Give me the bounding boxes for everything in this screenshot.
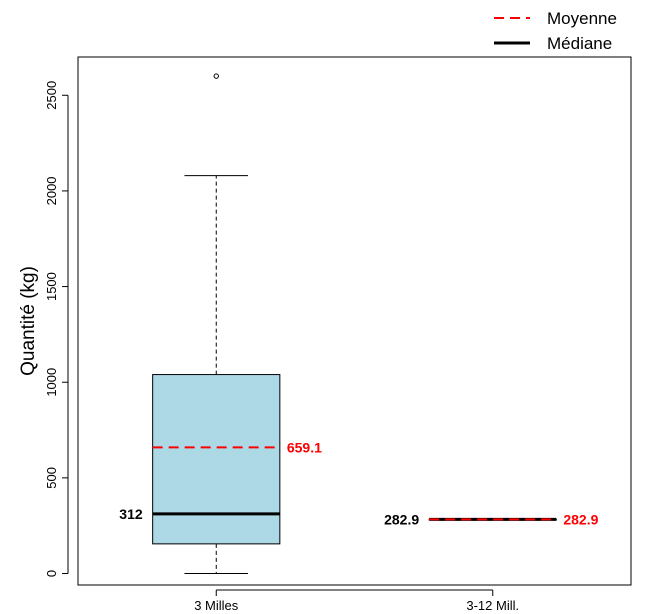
median-value-label: 312	[119, 506, 143, 522]
mean-value-label: 659.1	[287, 439, 322, 455]
y-axis: 0 500 1000 1500 2000 2500	[44, 81, 69, 577]
box-group: 312 659.1	[119, 73, 322, 575]
y-tick-label: 1500	[44, 272, 59, 301]
plot-frame	[77, 56, 632, 586]
y-tick-label: 1000	[44, 368, 59, 397]
box-group: 282.9 282.9	[384, 511, 598, 527]
y-tick-label: 2500	[44, 81, 59, 110]
x-axis: 3 Milles 3-12 Mill.	[194, 589, 519, 613]
mean-value-label: 282.9	[563, 511, 598, 527]
legend-mean-label: Moyenne	[547, 9, 617, 28]
outlier-point	[213, 73, 219, 79]
legend: Moyenne Médiane	[494, 9, 617, 53]
y-axis-title: Quantité (kg)	[18, 266, 39, 376]
x-tick-label: 3 Milles	[194, 598, 239, 613]
y-tick-label: 0	[44, 570, 59, 577]
boxes: 312 659.1 282.9 282.9	[119, 73, 599, 575]
box	[152, 374, 281, 545]
y-tick-label: 500	[44, 467, 59, 489]
y-tick-label: 2000	[44, 176, 59, 205]
median-value-label: 282.9	[384, 511, 419, 527]
legend-median-label: Médiane	[547, 34, 612, 53]
x-tick-label: 3-12 Mill.	[466, 598, 519, 613]
